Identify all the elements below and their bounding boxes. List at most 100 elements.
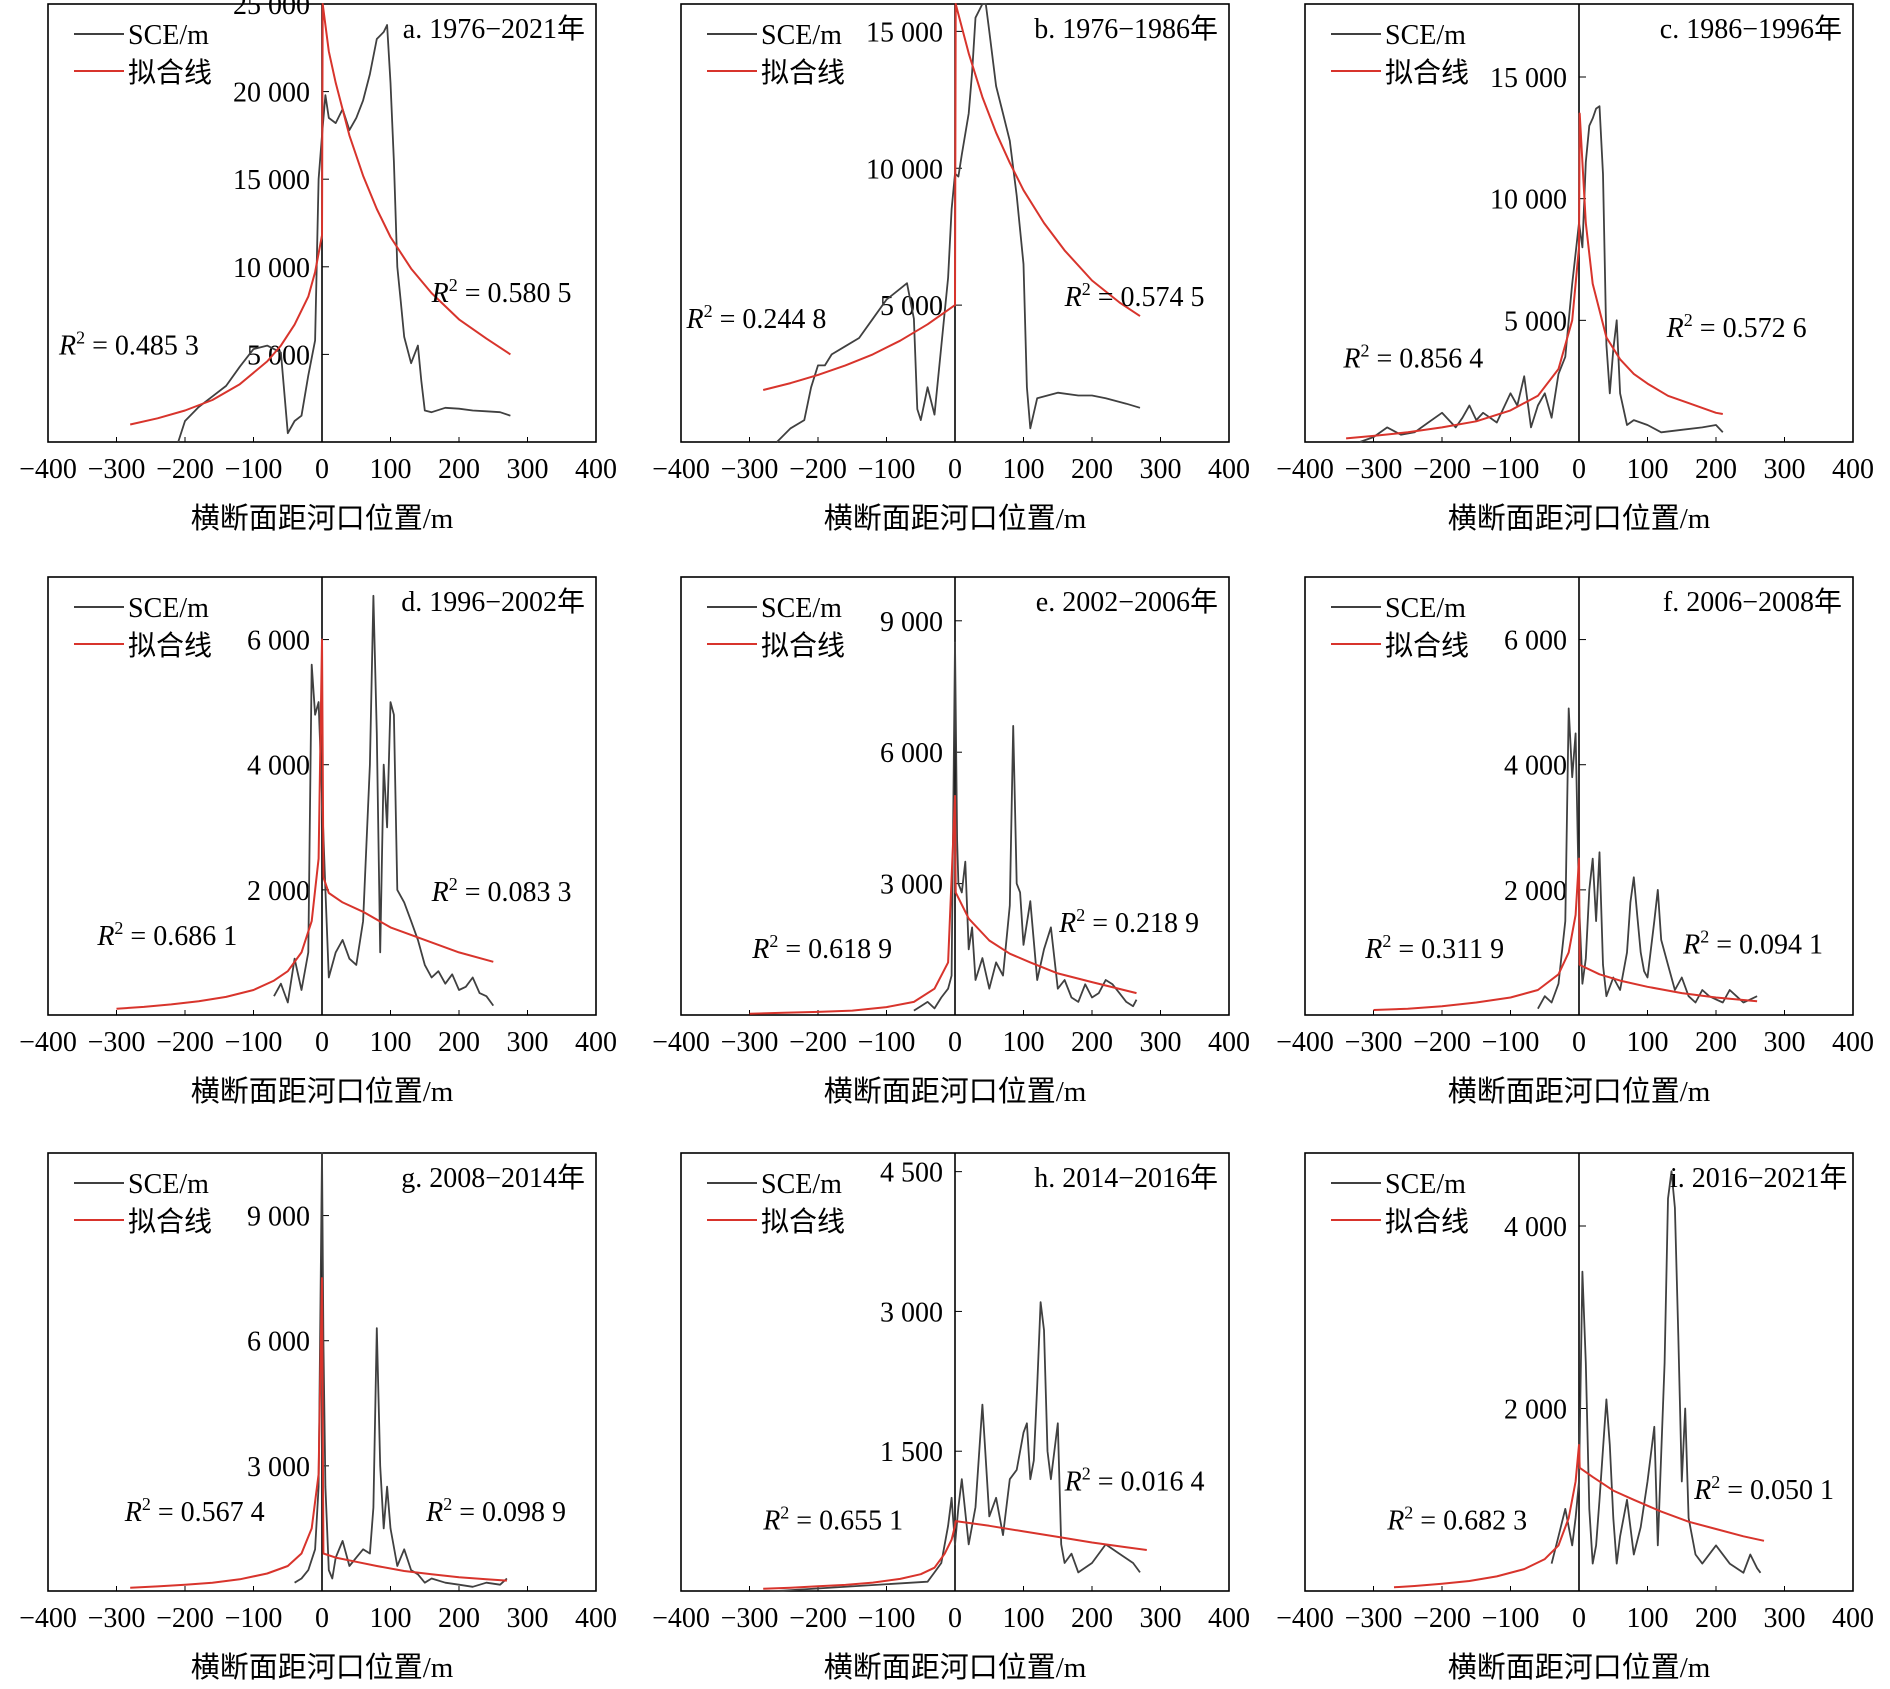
r2-annotation: R2 = 0.244 8 (685, 301, 826, 335)
legend-sce-label: SCE/m (128, 1169, 209, 1200)
y-tick-label: 2 000 (1504, 1395, 1567, 1426)
legend: SCE/m 拟合线 (707, 20, 845, 89)
x-tick-label: 0 (1572, 1027, 1586, 1058)
x-tick-label: −100 (1482, 1603, 1540, 1634)
x-tick-label: −200 (789, 454, 847, 485)
r2-annotation: R2 = 0.050 1 (1693, 1472, 1834, 1506)
legend-sce-label: SCE/m (761, 593, 842, 624)
x-tick-label: −400 (1276, 1027, 1334, 1058)
legend: SCE/m 拟合线 (707, 1169, 845, 1238)
panel-title: h. 2014−2016年 (1034, 1162, 1218, 1194)
x-tick-label: 0 (315, 1027, 329, 1058)
x-tick-label: 400 (575, 1027, 617, 1058)
x-tick-label: 100 (370, 454, 412, 485)
y-tick-label: 3 000 (247, 1452, 310, 1483)
x-tick-label: −300 (721, 1027, 779, 1058)
x-tick-label: −100 (858, 1027, 916, 1058)
x-axis-label: 横断面距河口位置/m (191, 1651, 454, 1684)
r2-annotation: R2 = 0.083 3 (431, 874, 572, 908)
x-axis-label: 横断面距河口位置/m (191, 1075, 454, 1108)
x-axis-label: 横断面距河口位置/m (1448, 1075, 1711, 1108)
x-tick-label: −400 (652, 1027, 710, 1058)
legend-fit-label: 拟合线 (1385, 57, 1469, 89)
x-tick-label: 400 (1208, 1603, 1250, 1634)
x-tick-label: 200 (1695, 1027, 1737, 1058)
x-tick-label: 400 (1832, 1603, 1874, 1634)
legend-fit-label: 拟合线 (128, 1206, 212, 1238)
x-tick-label: 0 (1572, 454, 1586, 485)
legend-fit-label: 拟合线 (761, 57, 845, 89)
y-tick-label: 3 000 (880, 1297, 943, 1328)
x-tick-label: 300 (1140, 1027, 1182, 1058)
y-tick-label: 3 000 (880, 870, 943, 901)
x-tick-label: −300 (88, 1027, 146, 1058)
x-tick-label: 100 (1003, 1027, 1045, 1058)
fit-series-line (762, 3, 1141, 391)
r2-annotation: R2 = 0.572 6 (1666, 310, 1807, 344)
x-tick-label: 200 (1071, 1027, 1113, 1058)
legend-sce-label: SCE/m (128, 593, 209, 624)
r2-annotation: R2 = 0.686 1 (96, 918, 237, 952)
r2-annotation: R2 = 0.311 9 (1364, 931, 1504, 965)
panel-title: e. 2002−2006年 (1036, 586, 1218, 618)
y-tick-label: 4 500 (880, 1158, 943, 1189)
x-tick-label: −300 (88, 1603, 146, 1634)
legend: SCE/m 拟合线 (707, 593, 845, 662)
x-tick-label: −200 (789, 1603, 847, 1634)
x-tick-label: 0 (948, 1603, 962, 1634)
chart-panel-g: −400 −300 −200 −100 0 100 200 300 400 3 000 6 000 9… (19, 1152, 617, 1684)
y-tick-label: 6 000 (1504, 626, 1567, 657)
r2-annotation: R2 = 0.580 5 (431, 275, 572, 309)
chart-panel-i: −400 −300 −200 −100 0 100 200 300 400 2 000 4 000 S… (1276, 1152, 1874, 1684)
x-tick-label: −100 (858, 454, 916, 485)
sce-series-line (913, 641, 1138, 1012)
x-tick-label: −100 (225, 1027, 283, 1058)
x-tick-label: 200 (438, 454, 480, 485)
y-tick-label: 9 000 (247, 1202, 310, 1233)
sce-series-line (273, 594, 495, 1007)
x-tick-label: −400 (652, 454, 710, 485)
panel-title: f. 2006−2008年 (1663, 586, 1842, 618)
panel-title: d. 1996−2002年 (401, 586, 585, 618)
legend: SCE/m 拟合线 (74, 593, 212, 662)
fit-series-line (763, 1520, 1147, 1590)
r2-annotation: R2 = 0.098 9 (425, 1494, 566, 1528)
r2-annotation: R2 = 0.856 4 (1342, 341, 1483, 375)
x-tick-label: 300 (507, 1603, 549, 1634)
x-tick-label: −200 (1413, 1603, 1471, 1634)
x-axis-label: 横断面距河口位置/m (824, 502, 1087, 535)
panel-title: i. 2016−2021年 (1670, 1162, 1848, 1194)
x-tick-label: 300 (507, 454, 549, 485)
fit-series-line (1373, 857, 1758, 1011)
y-tick-label: 5 000 (1504, 306, 1567, 337)
chart-panel-h: −400 −300 −200 −100 0 100 200 300 400 1 500 3 000 4… (652, 1152, 1250, 1684)
y-tick-label: 10 000 (1490, 185, 1567, 216)
x-tick-label: 100 (1003, 1603, 1045, 1634)
legend: SCE/m 拟合线 (1331, 1169, 1469, 1238)
x-tick-label: 300 (1764, 454, 1806, 485)
x-tick-label: 200 (1071, 1603, 1113, 1634)
x-tick-label: 200 (1071, 454, 1113, 485)
x-axis-label: 横断面距河口位置/m (1448, 502, 1711, 535)
x-tick-label: 300 (507, 1027, 549, 1058)
x-tick-label: −200 (789, 1027, 847, 1058)
sce-series-line (1359, 105, 1724, 443)
r2-annotation: R2 = 0.655 1 (762, 1503, 903, 1537)
x-tick-label: −100 (1482, 454, 1540, 485)
legend-sce-label: SCE/m (1385, 20, 1466, 51)
x-tick-label: 0 (1572, 1603, 1586, 1634)
panel-title: b. 1976−1986年 (1034, 13, 1218, 45)
legend-sce-label: SCE/m (1385, 1169, 1466, 1200)
sce-series-line (1537, 707, 1758, 1010)
chart-panel-a: −400 −300 −200 −100 0 100 200 300 400 5 000 10 000… (19, 0, 617, 535)
legend-fit-label: 拟合线 (1385, 630, 1469, 662)
x-tick-label: −400 (19, 1027, 77, 1058)
y-tick-label: 5 000 (247, 340, 310, 371)
x-tick-label: 0 (315, 454, 329, 485)
y-tick-label: 4 000 (1504, 1212, 1567, 1243)
y-tick-label: 15 000 (866, 17, 943, 48)
x-tick-label: −300 (1345, 454, 1403, 485)
x-tick-label: −200 (156, 454, 214, 485)
